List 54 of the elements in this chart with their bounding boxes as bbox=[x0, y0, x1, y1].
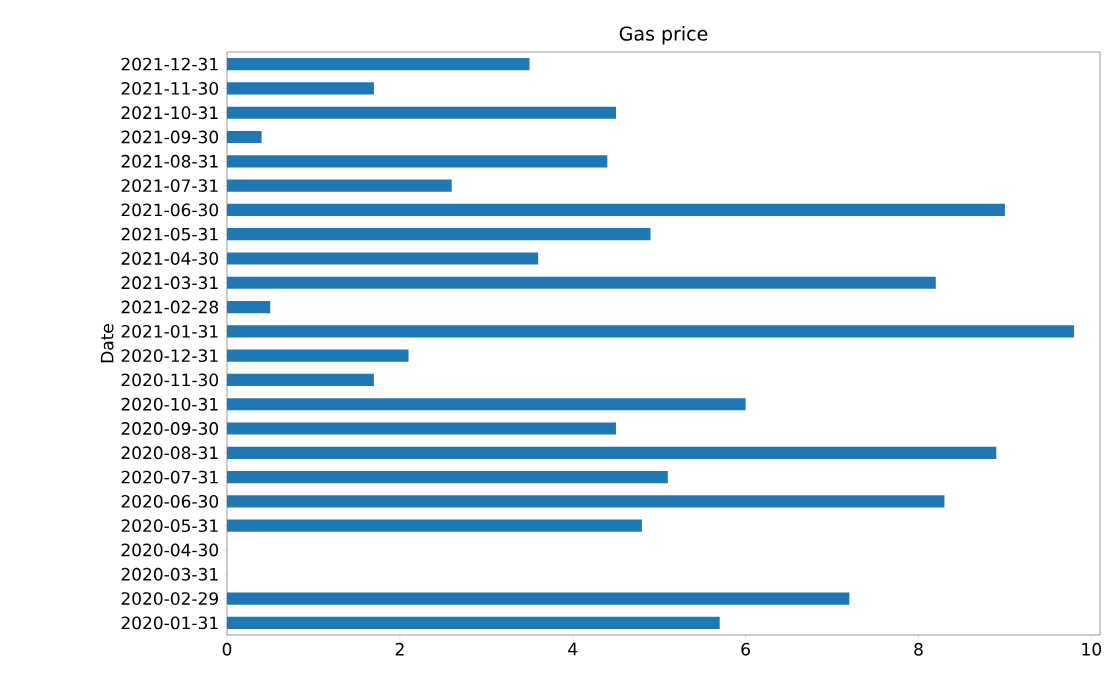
y-tick-label: 2020-09-30 bbox=[121, 422, 219, 435]
bar bbox=[227, 422, 616, 435]
y-tick-label: 2021-03-31 bbox=[121, 276, 218, 290]
bar bbox=[227, 471, 668, 484]
y-tick-label: 2021-05-31 bbox=[121, 227, 218, 241]
bar bbox=[227, 155, 608, 168]
y-tick-label: 2021-04-30 bbox=[121, 252, 219, 265]
bar bbox=[227, 130, 262, 144]
bar bbox=[227, 373, 374, 387]
bar bbox=[227, 300, 271, 314]
y-tick-label: 2021-09-30 bbox=[121, 130, 219, 144]
y-tick-label: 2021-01-31 bbox=[121, 324, 218, 338]
x-tick-label: 8 bbox=[914, 642, 923, 656]
y-tick-label: 2020-02-29 bbox=[121, 592, 218, 605]
y-tick-label: 2021-02-28 bbox=[121, 300, 219, 314]
y-tick-label: 2020-10-31 bbox=[121, 397, 218, 411]
bar bbox=[227, 349, 409, 362]
bar bbox=[227, 276, 936, 289]
bar bbox=[227, 616, 720, 629]
y-tick-label: 2020-01-31 bbox=[121, 616, 218, 630]
x-tick-label: 0 bbox=[222, 642, 232, 656]
y-tick-label: 2020-05-31 bbox=[121, 519, 218, 533]
bar bbox=[227, 106, 616, 119]
bar bbox=[227, 252, 539, 265]
bar bbox=[227, 228, 651, 241]
y-tick-label: 2021-10-31 bbox=[121, 106, 218, 120]
y-tick-label: 2020-04-30 bbox=[121, 543, 219, 557]
y-tick-label: 2021-11-30 bbox=[121, 82, 219, 95]
y-tick-label: 2021-08-31 bbox=[121, 154, 218, 168]
bar bbox=[227, 58, 530, 71]
bar bbox=[227, 203, 1005, 216]
bar bbox=[227, 179, 452, 192]
bar bbox=[227, 82, 374, 95]
y-tick-label: 2020-08-31 bbox=[121, 446, 218, 460]
y-tick-label: 2020-03-31 bbox=[121, 567, 218, 581]
bar bbox=[227, 446, 997, 459]
y-tick-label: 2020-07-31 bbox=[121, 470, 218, 484]
x-tick-label: 10 bbox=[1082, 642, 1102, 656]
y-tick-label: 2021-12-31 bbox=[121, 57, 218, 71]
bar bbox=[227, 325, 1075, 338]
y-tick-label: 2021-07-31 bbox=[121, 179, 218, 193]
bar bbox=[227, 398, 746, 411]
y-tick-label: 2020-06-30 bbox=[121, 494, 219, 508]
bar bbox=[227, 592, 850, 605]
y-tick-label: 2020-11-30 bbox=[121, 373, 219, 387]
x-tick-label: 6 bbox=[741, 642, 750, 656]
bar bbox=[227, 519, 642, 532]
x-tick-label: 4 bbox=[568, 642, 578, 656]
y-tick-label: 2021-06-30 bbox=[121, 203, 219, 217]
x-tick-label: 2 bbox=[395, 642, 404, 656]
y-tick-label: 2020-12-31 bbox=[121, 349, 218, 363]
chart-title: Gas price bbox=[619, 26, 708, 45]
bar bbox=[227, 495, 945, 508]
y-axis-title: Date bbox=[100, 324, 114, 363]
